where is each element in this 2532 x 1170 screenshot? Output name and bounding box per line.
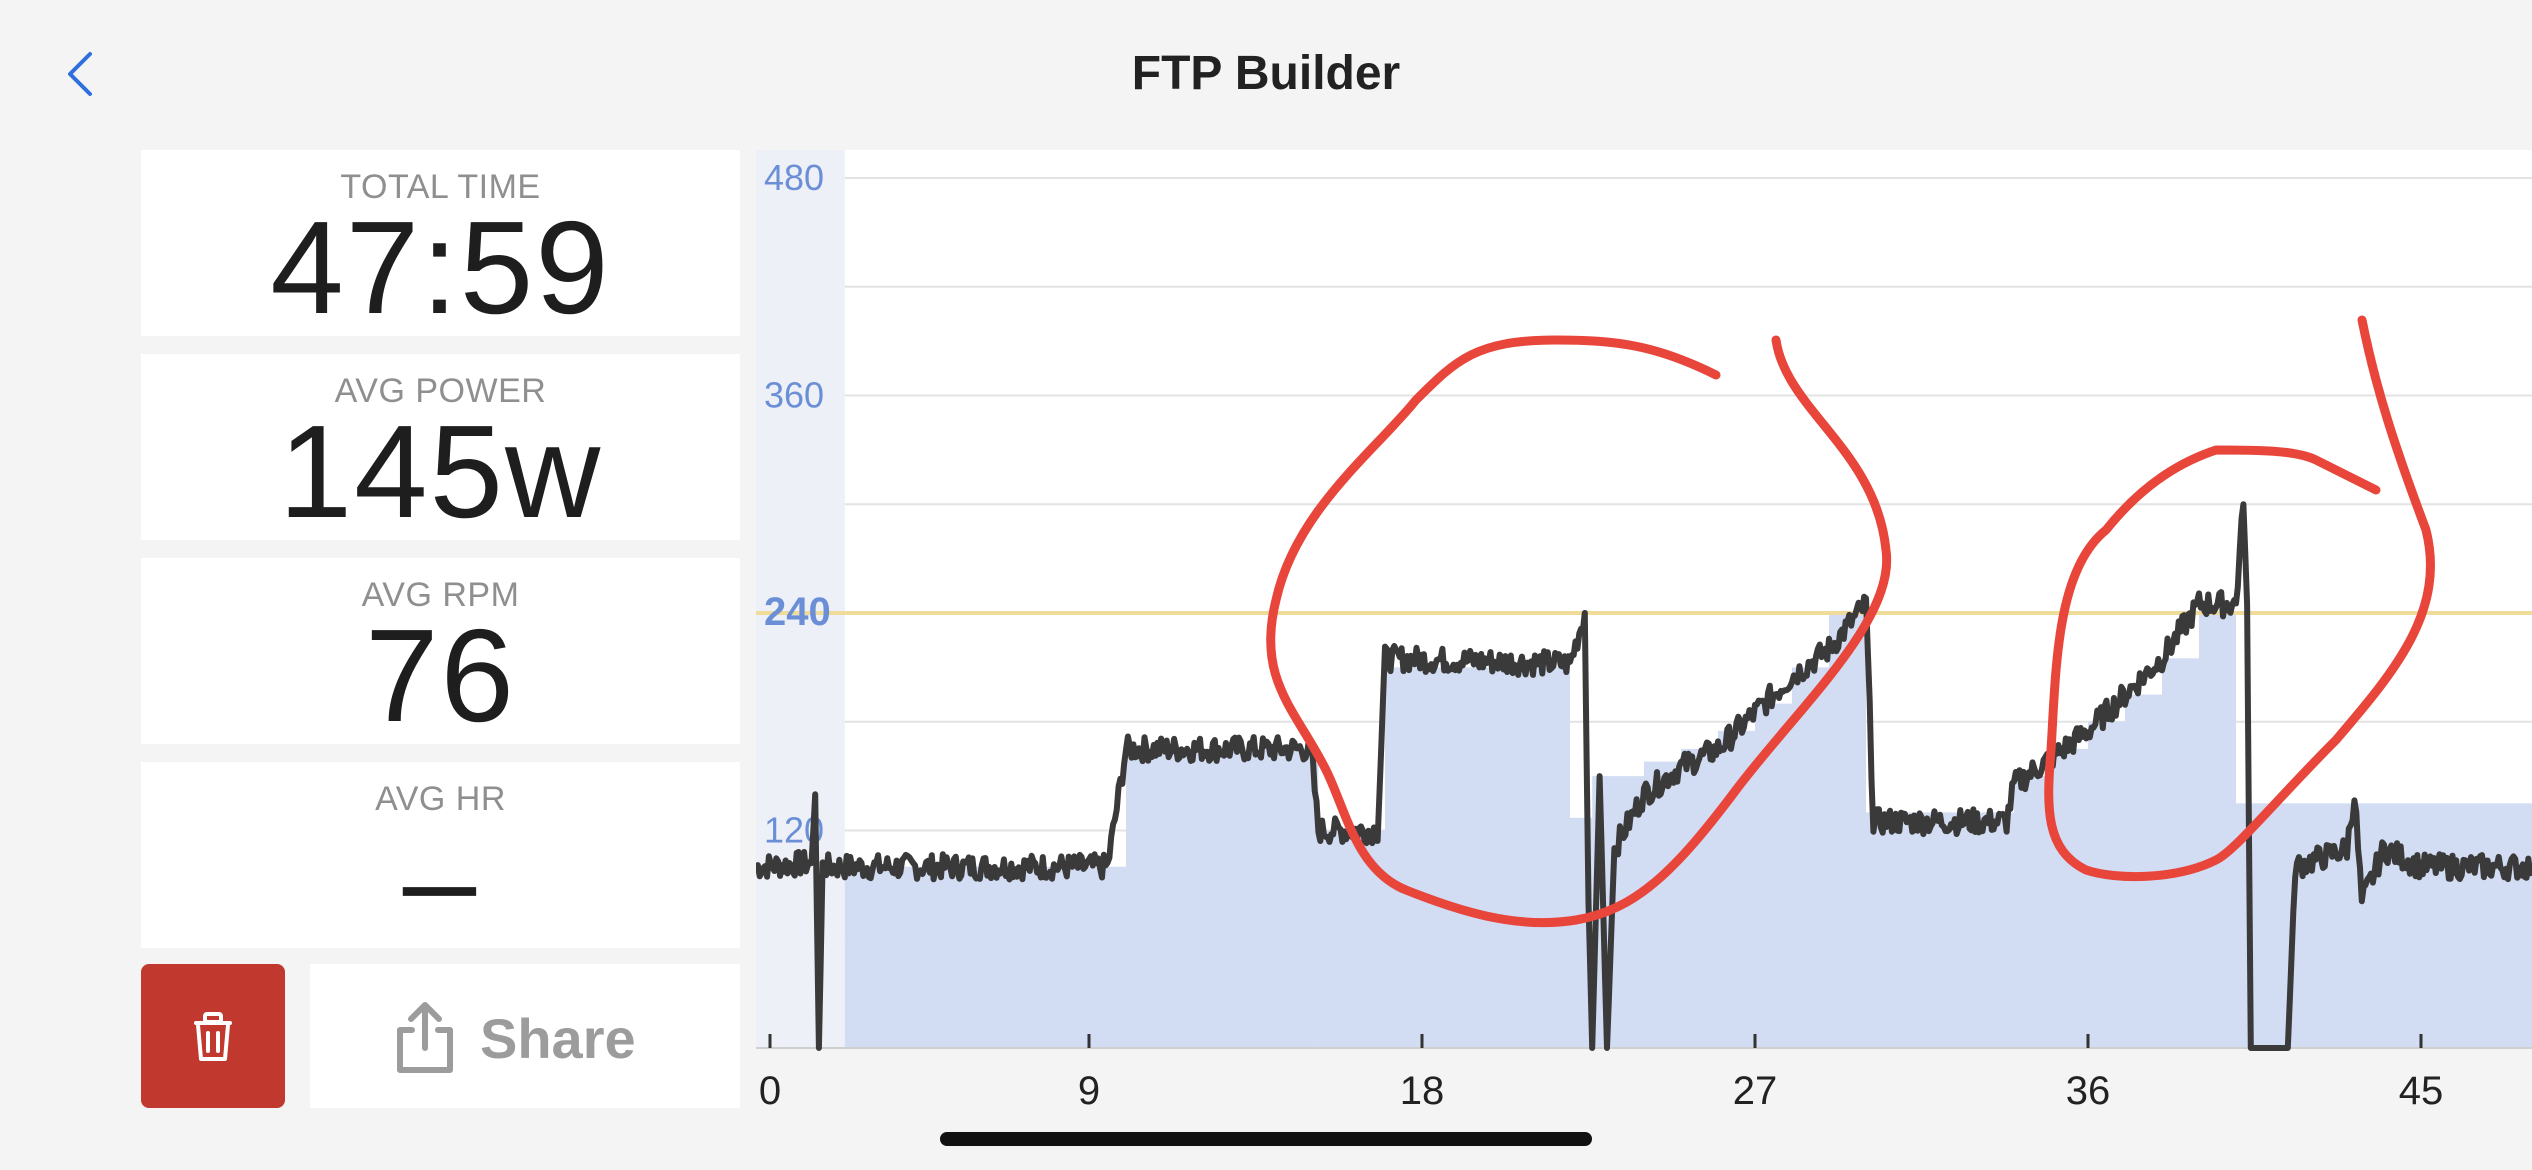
- avg-hr-label: AVG HR: [375, 780, 506, 818]
- avg-hr-card: AVG HR –: [141, 762, 740, 948]
- total-time-value: 47:59: [270, 194, 611, 341]
- target-block: [1385, 667, 1570, 1048]
- back-chevron-icon[interactable]: [52, 44, 112, 104]
- trash-icon: [194, 1012, 232, 1061]
- avg-hr-value: –: [402, 806, 479, 953]
- target-block: [2088, 721, 2125, 1048]
- target-block: [844, 866, 1126, 1048]
- avg-rpm-card: AVG RPM 76: [141, 558, 740, 744]
- target-block: [1829, 613, 1866, 1048]
- total-time-label: TOTAL TIME: [340, 168, 541, 206]
- target-block: [1644, 761, 1681, 1048]
- delete-button[interactable]: [141, 964, 285, 1108]
- y-tick-label: 240: [764, 590, 831, 634]
- page-title: FTP Builder: [1131, 47, 1401, 100]
- x-tick-label: 45: [2399, 1069, 2444, 1113]
- x-tick-label: 18: [1400, 1069, 1445, 1113]
- x-tick-label: 27: [1733, 1069, 1778, 1113]
- y-tick-label: 480: [764, 157, 824, 198]
- avg-rpm-value: 76: [365, 602, 516, 749]
- avg-power-label: AVG POWER: [334, 372, 547, 410]
- target-block: [2014, 776, 2051, 1048]
- avg-rpm-label: AVG RPM: [361, 576, 520, 614]
- y-tick-label: 360: [764, 375, 824, 416]
- target-block: [1681, 748, 1718, 1048]
- home-indicator: [940, 1132, 1592, 1146]
- chart-lead-in-band: [756, 150, 845, 1048]
- x-tick-label: 9: [1078, 1069, 1100, 1113]
- target-block: [2199, 613, 2236, 1048]
- total-time-card: TOTAL TIME 47:59: [141, 150, 740, 336]
- target-block: [1792, 667, 1829, 1048]
- avg-power-card: AVG POWER 145w: [141, 354, 740, 540]
- share-button[interactable]: Share: [310, 964, 740, 1108]
- power-series-line: [756, 501, 2532, 1051]
- avg-power-value: 145w: [278, 398, 603, 545]
- x-tick-label: 0: [759, 1069, 781, 1113]
- annotation-ring-1: [1266, 335, 1892, 928]
- target-block: [2162, 658, 2199, 1048]
- share-label: Share: [480, 1007, 636, 1070]
- target-block: [1126, 748, 1319, 1048]
- target-block: [2051, 748, 2088, 1048]
- x-tick-label: 36: [2066, 1069, 2111, 1113]
- annotation-ring-2: [2044, 315, 2435, 882]
- target-block: [1866, 812, 2014, 1048]
- share-icon: [397, 1002, 453, 1073]
